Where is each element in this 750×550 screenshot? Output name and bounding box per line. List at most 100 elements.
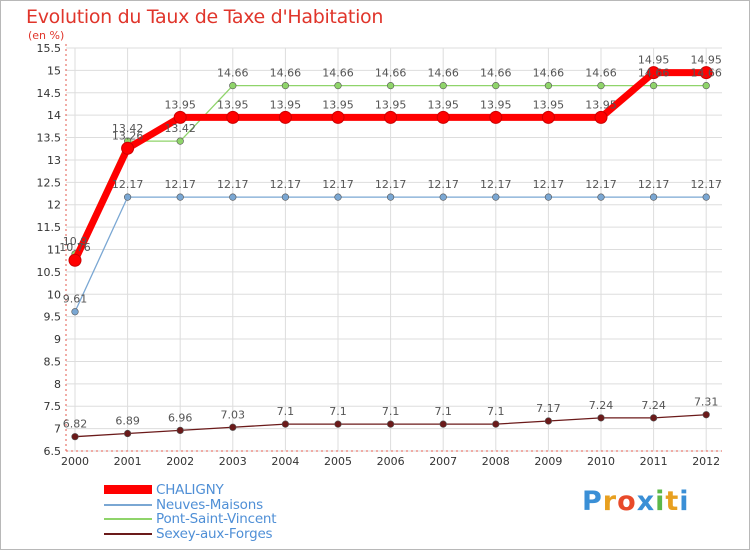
data-point-pont-saint-vincent: [702, 82, 710, 90]
x-tick-label: 2004: [271, 455, 299, 468]
y-tick-label: 6.5: [44, 445, 62, 458]
y-tick-label: 7: [54, 423, 61, 436]
y-tick-label: 11.5: [37, 221, 62, 234]
data-point-chaligny: [384, 110, 398, 124]
data-label-chaligny: 13.26: [112, 129, 144, 142]
data-label-neuves-maisons: 12.17: [322, 178, 354, 191]
data-point-chaligny: [68, 253, 82, 267]
data-label-chaligny: 13.95: [533, 98, 565, 111]
data-label-chaligny: 13.95: [427, 98, 459, 111]
logo-letter: x: [636, 486, 656, 517]
x-tick-label: 2007: [429, 455, 457, 468]
data-point-chaligny: [647, 66, 661, 80]
legend-swatch-chaligny: [104, 485, 152, 494]
x-tick-label: 2008: [482, 455, 510, 468]
data-label-neuves-maisons: 12.17: [690, 178, 722, 191]
data-point-chaligny: [121, 141, 135, 155]
y-tick-label: 10: [47, 288, 61, 301]
data-point-neuves-maisons: [123, 193, 132, 201]
data-point-chaligny: [699, 66, 713, 80]
x-tick-label: 2001: [114, 455, 142, 468]
data-point-sexey-aux-forges: [439, 420, 447, 428]
data-point-neuves-maisons: [387, 193, 395, 201]
data-label-sexey-aux-forges: 7.1: [487, 405, 505, 418]
data-point-neuves-maisons: [439, 193, 447, 201]
data-label-chaligny: 13.95: [480, 98, 512, 111]
y-tick-label: 8.5: [44, 355, 62, 368]
legend-swatch-sexey-aux-forges: [104, 532, 152, 535]
x-tick-label: 2002: [166, 455, 194, 468]
data-label-chaligny: 13.95: [164, 98, 196, 111]
legend-label-chaligny: CHALIGNY: [156, 482, 224, 498]
y-tick-label: 13: [47, 154, 61, 167]
y-tick-label: 15: [47, 64, 61, 77]
data-label-neuves-maisons: 12.17: [375, 178, 407, 191]
legend-label-neuves-maisons: Neuves-Maisons: [156, 496, 263, 513]
logo-letter: r: [602, 486, 618, 517]
data-point-pont-saint-vincent: [544, 82, 553, 90]
logo-letter: o: [617, 486, 637, 517]
data-label-sexey-aux-forges: 7.1: [434, 405, 452, 418]
data-label-neuves-maisons: 12.17: [164, 178, 196, 191]
data-point-chaligny: [226, 110, 240, 124]
data-label-chaligny: 13.95: [217, 98, 249, 111]
data-label-sexey-aux-forges: 6.89: [115, 415, 140, 428]
data-point-chaligny: [173, 110, 187, 124]
data-label-chaligny: 13.95: [585, 98, 617, 111]
data-label-pont-saint-vincent: 14.66: [638, 67, 670, 80]
data-label-sexey-aux-forges: 7.31: [694, 396, 719, 409]
chart-title: Evolution du Taux de Taxe d'Habitation: [26, 6, 384, 28]
x-tick-label: 2011: [640, 455, 668, 468]
data-point-pont-saint-vincent: [176, 137, 184, 145]
data-point-sexey-aux-forges: [176, 426, 184, 435]
data-point-pont-saint-vincent: [649, 82, 658, 90]
data-label-chaligny: 13.95: [375, 98, 407, 111]
data-point-sexey-aux-forges: [71, 433, 79, 441]
data-label-neuves-maisons: 9.61: [63, 293, 88, 306]
data-point-sexey-aux-forges: [281, 420, 290, 428]
data-label-pont-saint-vincent: 10.9: [63, 235, 88, 248]
y-tick-label: 8: [54, 378, 61, 391]
data-label-neuves-maisons: 12.17: [427, 178, 459, 191]
data-point-chaligny: [489, 110, 503, 124]
y-tick-label: 14.5: [37, 87, 62, 100]
data-point-neuves-maisons: [176, 193, 184, 201]
data-point-sexey-aux-forges: [123, 429, 132, 438]
y-tick-label: 13.5: [37, 132, 62, 145]
y-tick-label: 9.5: [44, 311, 62, 324]
x-tick-label: 2012: [692, 455, 720, 468]
data-point-sexey-aux-forges: [649, 414, 658, 422]
data-label-sexey-aux-forges: 7.17: [536, 402, 561, 415]
x-tick-label: 2009: [534, 455, 562, 468]
data-point-neuves-maisons: [229, 193, 237, 201]
data-label-sexey-aux-forges: 7.03: [221, 408, 246, 421]
data-label-sexey-aux-forges: 7.1: [277, 405, 295, 418]
data-point-neuves-maisons: [597, 193, 605, 201]
data-point-pont-saint-vincent: [439, 82, 447, 90]
legend-label-sexey-aux-forges: Sexey-aux-Forges: [156, 525, 273, 542]
data-label-sexey-aux-forges: 7.1: [382, 405, 400, 418]
data-point-chaligny: [331, 110, 345, 124]
data-label-pont-saint-vincent: 14.66: [427, 67, 459, 80]
y-tick-label: 12: [47, 199, 61, 212]
logo-letter: i: [655, 486, 666, 517]
proxiti-logo: Proxiti: [582, 486, 690, 517]
data-label-pont-saint-vincent: 14.66: [585, 67, 617, 80]
data-label-pont-saint-vincent: 14.66: [270, 67, 302, 80]
data-point-pont-saint-vincent: [387, 82, 395, 90]
data-label-pont-saint-vincent: 14.66: [322, 67, 354, 80]
y-tick-label: 11: [47, 244, 61, 257]
data-point-sexey-aux-forges: [229, 423, 237, 431]
x-tick-label: 2000: [61, 455, 89, 468]
data-point-neuves-maisons: [71, 308, 79, 316]
y-axis-unit-label: (en %): [28, 29, 65, 42]
legend-swatch-pont-saint-vincent: [104, 518, 152, 520]
data-label-chaligny: 14.95: [690, 54, 722, 67]
data-label-sexey-aux-forges: 7.24: [589, 399, 614, 412]
y-tick-label: 12.5: [37, 176, 62, 189]
data-label-chaligny: 13.95: [270, 98, 302, 111]
y-tick-label: 15.5: [37, 42, 62, 55]
x-tick-label: 2006: [377, 455, 405, 468]
data-point-chaligny: [594, 110, 608, 124]
